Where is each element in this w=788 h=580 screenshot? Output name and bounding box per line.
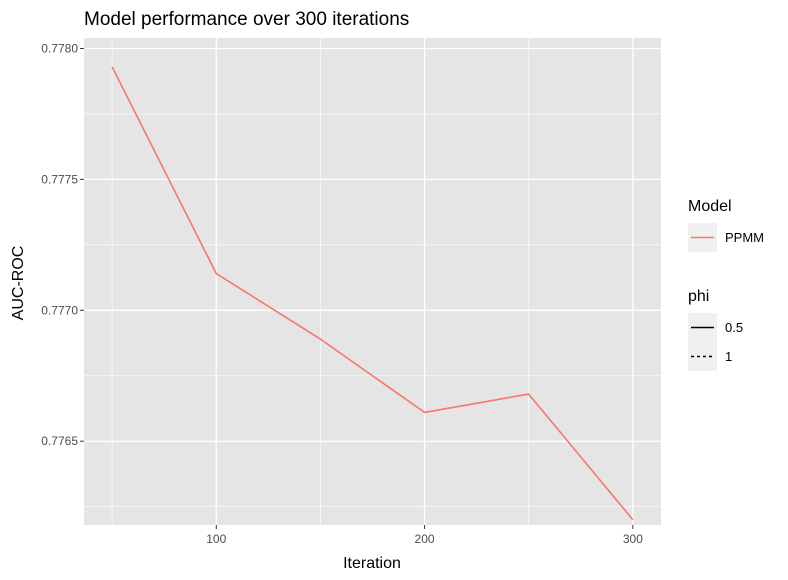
legend-label-phi-1: 1 — [725, 349, 732, 364]
x-tick-label: 200 — [415, 532, 435, 546]
major-gridlines — [84, 38, 661, 525]
series-layer — [111, 66, 634, 521]
y-tick-label: 0.7770 — [41, 303, 78, 317]
y-tick-label: 0.7765 — [41, 434, 78, 448]
y-axis-title: AUC-ROC — [10, 246, 27, 321]
legend-label-ppmm: PPMM — [725, 230, 764, 245]
minor-gridlines — [84, 38, 661, 525]
x-tick-label: 300 — [623, 532, 643, 546]
y-tick-label: 0.7775 — [41, 172, 78, 186]
x-axis: 100 200 300 — [206, 525, 643, 546]
x-axis-title: Iteration — [343, 555, 401, 572]
legend: Model PPMM phi 0.5 1 — [688, 198, 764, 371]
legend-title-phi: phi — [688, 288, 709, 305]
legend-label-phi-0-5: 0.5 — [725, 320, 743, 335]
x-tick-label: 100 — [206, 532, 226, 546]
chart-title: Model performance over 300 iterations — [84, 9, 409, 30]
plot-panel — [84, 38, 661, 525]
legend-title-model: Model — [688, 198, 732, 215]
y-tick-label: 0.7780 — [41, 41, 78, 55]
y-axis: 0.7765 0.7770 0.7775 0.7780 — [41, 41, 84, 448]
series-line-ppmm — [111, 66, 634, 521]
